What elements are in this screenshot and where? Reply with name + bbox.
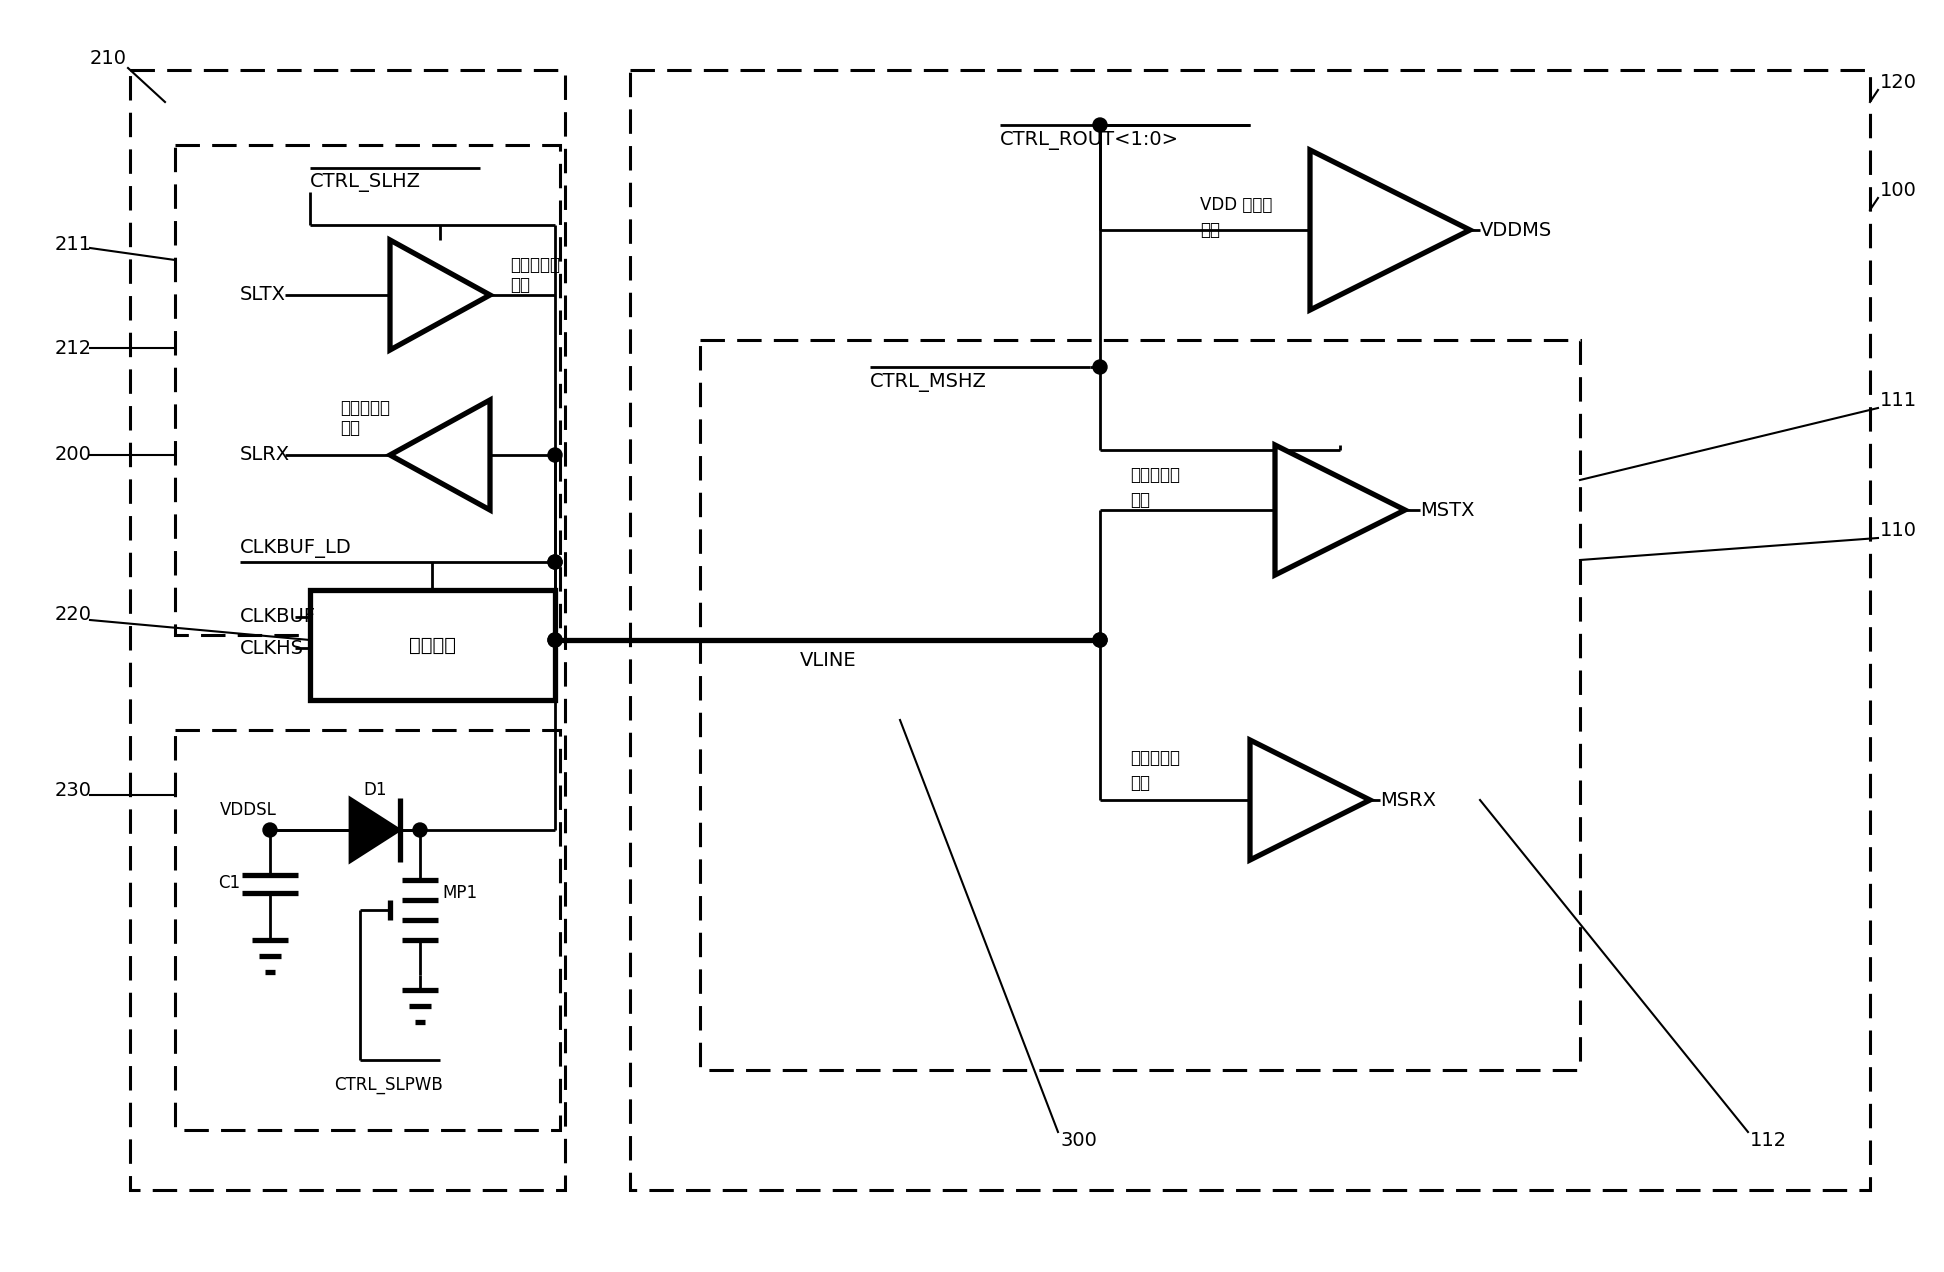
Circle shape [1093,633,1106,647]
Circle shape [1093,633,1106,647]
Text: 冲器: 冲器 [1129,773,1151,792]
Polygon shape [1310,150,1470,310]
Text: 冲器: 冲器 [509,276,531,294]
Polygon shape [1275,445,1406,575]
Circle shape [548,633,562,647]
Text: CTRL_MSHZ: CTRL_MSHZ [871,373,988,392]
Text: 210: 210 [89,48,126,67]
Text: MSTX: MSTX [1419,500,1474,519]
Bar [700,340,1580,1070]
Bar [175,145,560,635]
Text: 212: 212 [54,338,91,357]
Text: 接收数据缓: 接收数据缓 [1129,749,1180,767]
Text: CLKBUF_LD: CLKBUF_LD [239,538,352,557]
Polygon shape [391,240,490,350]
Text: VDDMS: VDDMS [1479,220,1551,239]
Text: MSRX: MSRX [1380,790,1437,809]
Text: 冲器: 冲器 [1199,221,1221,239]
Bar [175,730,560,1130]
Bar [630,70,1870,1191]
Polygon shape [350,798,400,862]
Bar [130,70,566,1191]
Text: 110: 110 [1880,520,1917,539]
Text: 200: 200 [54,445,91,464]
Text: 112: 112 [1750,1131,1787,1150]
Text: 发送数据缓: 发送数据缓 [509,256,560,273]
Text: 220: 220 [54,605,91,625]
Text: MP1: MP1 [441,884,476,902]
Text: 230: 230 [54,781,91,800]
Text: CLKBUF: CLKBUF [239,608,317,627]
Circle shape [548,633,562,647]
Circle shape [1093,118,1106,132]
Text: CTRL_ROUT<1:0>: CTRL_ROUT<1:0> [999,131,1178,150]
Text: 时钟产生: 时钟产生 [408,636,455,655]
Text: 接收数据缓: 接收数据缓 [340,399,391,417]
Circle shape [1093,360,1106,374]
Text: D1: D1 [364,781,387,799]
Polygon shape [1250,740,1371,860]
Text: 发送数据缓: 发送数据缓 [1129,466,1180,485]
Text: 120: 120 [1880,73,1917,92]
Text: 冲器: 冲器 [340,418,360,438]
Text: 300: 300 [1059,1131,1096,1150]
Text: SLRX: SLRX [239,445,290,464]
Circle shape [548,448,562,462]
Text: CLKHS: CLKHS [239,639,303,658]
Circle shape [412,823,428,837]
Text: VLINE: VLINE [799,650,855,669]
Bar [309,590,554,700]
Text: 111: 111 [1880,391,1917,410]
Circle shape [548,555,562,569]
Text: VDDSL: VDDSL [220,801,276,819]
Circle shape [262,823,276,837]
Text: CTRL_SLPWB: CTRL_SLPWB [334,1076,443,1094]
Polygon shape [391,399,490,510]
Text: 211: 211 [54,235,91,254]
Text: SLTX: SLTX [239,285,286,304]
Text: C1: C1 [218,874,239,892]
Text: 100: 100 [1880,181,1917,200]
Circle shape [548,555,562,569]
Text: VDD 输出缓: VDD 输出缓 [1199,196,1273,214]
Text: 冲器: 冲器 [1129,491,1151,509]
Text: CTRL_SLHZ: CTRL_SLHZ [309,173,422,192]
